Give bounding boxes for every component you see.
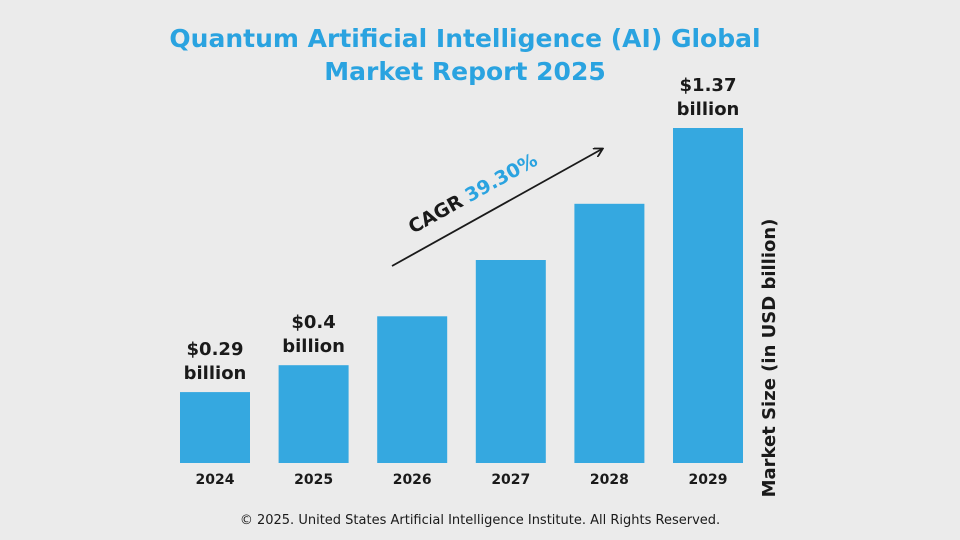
x-tick-2024: 2024 [196,472,235,488]
bar-2027 [475,260,546,463]
bar-2026 [377,316,448,463]
data-label-unit-2025: billion [282,336,345,357]
chart-title-line-2: Market Report 2025 [324,57,605,86]
x-tick-2028: 2028 [590,472,629,488]
cagr-prefix: CAGR [405,190,467,238]
bar-2025 [278,365,349,463]
data-label-unit-2024: billion [184,363,247,384]
cagr-trend-arrow [391,149,602,267]
data-label-amount-2029: $1.37 [680,75,737,96]
bar-2028 [574,203,645,464]
x-tick-2025: 2025 [294,472,333,488]
data-label-amount-2025: $0.4 [291,312,335,333]
bar-2024 [180,392,250,463]
x-tick-2027: 2027 [491,472,530,488]
cagr-value: 39.30% [461,149,541,207]
x-tick-2029: 2029 [689,472,728,488]
data-labels: $0.29 billion $0.4 billion $1.37 billion [184,75,740,384]
data-label-amount-2024: $0.29 [187,339,244,360]
chart-title-line-1: Quantum Artificial Intelligence (AI) Glo… [169,24,760,53]
bar-group [180,128,743,464]
data-label-unit-2029: billion [677,99,740,120]
x-tick-2026: 2026 [393,472,432,488]
copyright-notice: © 2025. United States Artificial Intelli… [240,513,720,528]
x-tick-labels: 2024 2025 2026 2027 2028 2029 [196,472,728,488]
y-axis-label: Market Size (in USD billion) [759,219,780,498]
bar-2029 [673,128,743,463]
